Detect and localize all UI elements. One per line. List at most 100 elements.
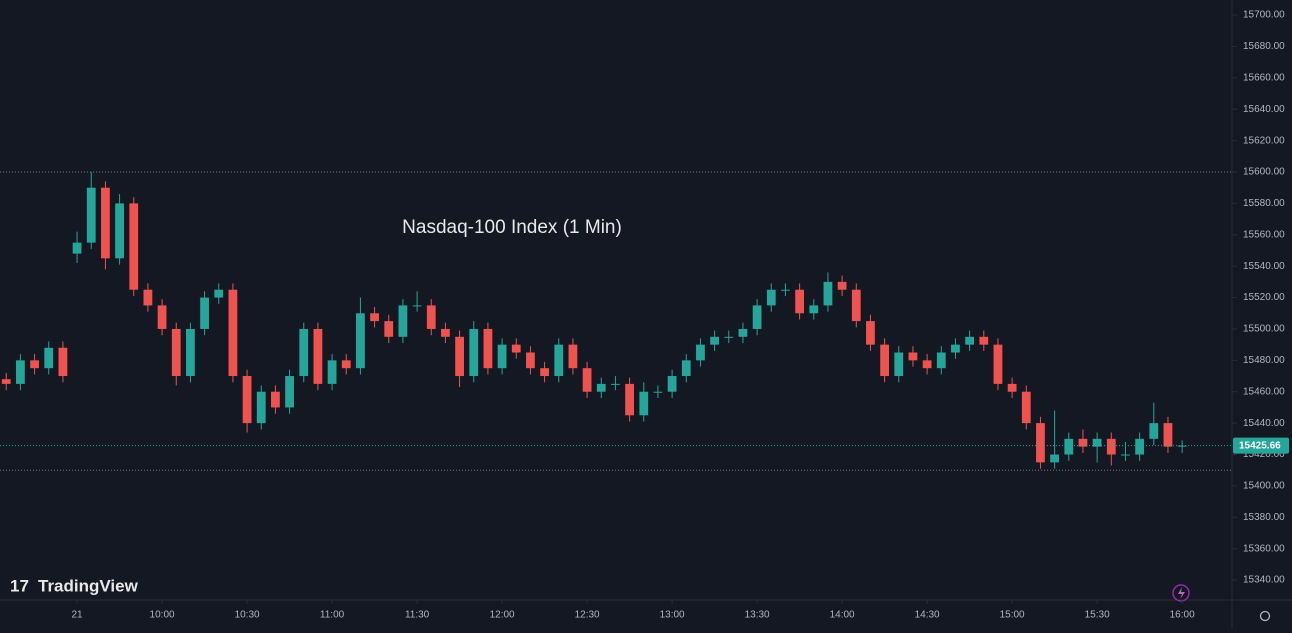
candle-body bbox=[1135, 438, 1145, 455]
chart-title: Nasdaq-100 Index (1 Min) bbox=[402, 217, 622, 238]
candle-body bbox=[1163, 423, 1173, 447]
candle-body bbox=[341, 360, 351, 369]
candle-body bbox=[412, 305, 422, 307]
x-tick-label: 16:00 bbox=[1170, 610, 1195, 621]
candle-body bbox=[200, 297, 209, 329]
y-tick-label: 15620.00 bbox=[1243, 135, 1285, 146]
candle-body bbox=[823, 281, 833, 306]
candle-body bbox=[16, 360, 25, 384]
y-tick-label: 15660.00 bbox=[1243, 72, 1285, 83]
candle-body bbox=[554, 344, 564, 377]
candle-body bbox=[1021, 391, 1031, 424]
candle-body bbox=[1121, 454, 1130, 456]
candle-body bbox=[313, 328, 323, 384]
candle-body bbox=[101, 187, 110, 259]
candle-body bbox=[1, 379, 11, 384]
x-tick-label: 10:30 bbox=[235, 610, 260, 621]
y-tick-label: 15680.00 bbox=[1243, 41, 1285, 52]
y-tick-label: 15580.00 bbox=[1243, 198, 1285, 209]
candle-body bbox=[837, 281, 847, 290]
candle-body bbox=[965, 336, 975, 345]
candle-body bbox=[809, 305, 819, 314]
candle-body bbox=[936, 352, 946, 369]
candle-body bbox=[426, 305, 436, 329]
y-tick-label: 15560.00 bbox=[1243, 229, 1285, 240]
x-tick-label: 21 bbox=[72, 610, 84, 621]
candle-body bbox=[299, 328, 309, 377]
x-tick-label: 12:30 bbox=[575, 610, 600, 621]
candle-body bbox=[157, 305, 167, 329]
candle-body bbox=[483, 328, 493, 369]
candle-body bbox=[866, 321, 875, 345]
candle-body bbox=[285, 376, 294, 408]
candle-body bbox=[851, 289, 861, 322]
y-tick-label: 15600.00 bbox=[1243, 167, 1285, 178]
y-tick-label: 15460.00 bbox=[1243, 386, 1285, 397]
candle-body bbox=[143, 289, 153, 306]
candle-body bbox=[596, 383, 606, 392]
candle-body bbox=[256, 391, 266, 424]
candle-body bbox=[724, 336, 734, 338]
candle-body bbox=[72, 242, 82, 254]
alert-icon[interactable] bbox=[1172, 584, 1190, 602]
y-tick-label: 15480.00 bbox=[1243, 355, 1285, 366]
candle-body bbox=[186, 328, 195, 377]
x-tick-label: 13:30 bbox=[745, 610, 770, 621]
x-tick-label: 12:00 bbox=[490, 610, 515, 621]
alert-bolt bbox=[1178, 587, 1185, 599]
candle-body bbox=[880, 344, 890, 377]
x-tick-label: 14:30 bbox=[915, 610, 940, 621]
candle-body bbox=[1036, 423, 1045, 463]
x-tick-label: 14:00 bbox=[830, 610, 855, 621]
candle-body bbox=[1050, 454, 1060, 463]
y-tick-label: 15440.00 bbox=[1243, 418, 1285, 429]
candle-body bbox=[115, 203, 124, 259]
y-tick-label: 15640.00 bbox=[1243, 104, 1285, 115]
y-tick-label: 15340.00 bbox=[1243, 575, 1285, 586]
candle-body bbox=[1007, 383, 1017, 392]
candle-body bbox=[171, 328, 181, 377]
candle-body bbox=[1064, 438, 1074, 455]
candle-body bbox=[766, 289, 776, 306]
candle-body bbox=[30, 360, 39, 369]
candle-body bbox=[894, 352, 904, 377]
candle-body bbox=[214, 289, 224, 298]
candle-body bbox=[908, 352, 918, 361]
candle-body bbox=[625, 383, 634, 416]
candle-body bbox=[795, 289, 805, 314]
candle-body bbox=[384, 321, 394, 337]
candle-body bbox=[667, 376, 677, 392]
candle-body bbox=[568, 344, 578, 369]
y-tick-label: 15500.00 bbox=[1243, 324, 1285, 335]
candle-body bbox=[242, 376, 252, 424]
x-tick-label: 11:30 bbox=[405, 610, 430, 621]
candle-body bbox=[922, 360, 932, 369]
candle-body bbox=[696, 344, 705, 361]
y-tick-label: 15700.00 bbox=[1243, 10, 1285, 21]
candle-body bbox=[58, 347, 68, 377]
x-tick-label: 13:00 bbox=[660, 610, 685, 621]
candle-body bbox=[441, 328, 450, 337]
candle-body bbox=[582, 368, 592, 392]
candle-body bbox=[356, 313, 365, 369]
candle-body bbox=[469, 328, 479, 377]
candle-body bbox=[540, 368, 549, 377]
candle-body bbox=[611, 383, 620, 385]
candle-body bbox=[979, 336, 989, 345]
y-tick-label: 15520.00 bbox=[1243, 292, 1285, 303]
y-tick-label: 15380.00 bbox=[1243, 512, 1285, 523]
candle-body bbox=[370, 313, 379, 322]
settings-icon[interactable] bbox=[1259, 610, 1271, 622]
candle-body bbox=[653, 391, 663, 393]
candle-body bbox=[44, 347, 54, 369]
candle-body bbox=[271, 391, 280, 408]
logo: 17 bbox=[10, 576, 29, 595]
x-tick-label: 10:00 bbox=[150, 610, 175, 621]
candle-body bbox=[455, 336, 464, 377]
x-tick-label: 15:00 bbox=[1000, 610, 1025, 621]
candle-body bbox=[951, 344, 960, 353]
candle-body bbox=[1106, 438, 1116, 455]
watermark: TradingView bbox=[38, 576, 139, 595]
